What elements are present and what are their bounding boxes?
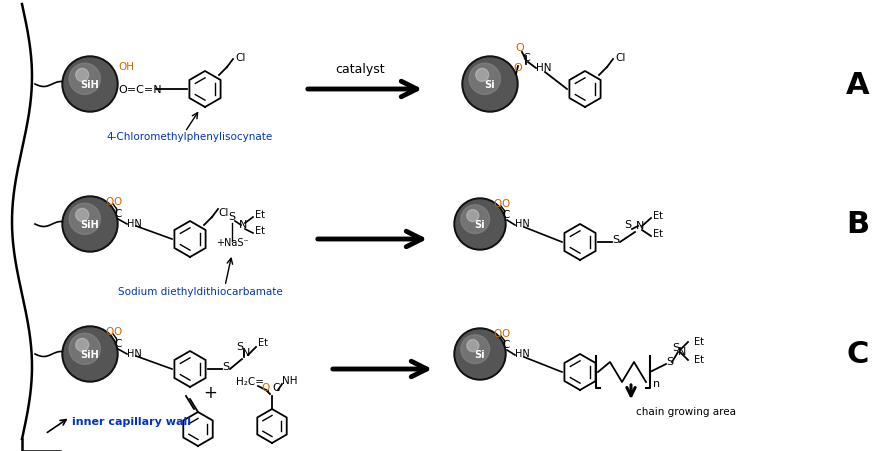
Ellipse shape xyxy=(462,57,518,113)
Text: +NaS⁻: +NaS⁻ xyxy=(216,238,248,248)
Text: NH: NH xyxy=(282,375,297,385)
Text: N: N xyxy=(238,220,247,230)
Ellipse shape xyxy=(454,328,506,380)
Text: A: A xyxy=(847,70,870,99)
Text: C: C xyxy=(272,382,280,392)
Text: Cl: Cl xyxy=(235,53,246,63)
Text: C: C xyxy=(502,210,510,220)
Ellipse shape xyxy=(461,205,489,234)
Text: O: O xyxy=(494,198,502,208)
Text: Et: Et xyxy=(653,211,663,221)
Text: O: O xyxy=(106,326,114,336)
Text: O: O xyxy=(114,326,122,336)
Text: Sodium diethyldithiocarbamate: Sodium diethyldithiocarbamate xyxy=(118,286,282,296)
Text: inner capillary wall: inner capillary wall xyxy=(72,416,191,426)
Text: +: + xyxy=(203,383,217,401)
Ellipse shape xyxy=(76,339,88,352)
Text: O: O xyxy=(106,197,114,207)
Text: O: O xyxy=(515,43,524,53)
Text: H₂C=: H₂C= xyxy=(236,376,264,386)
Text: Et: Et xyxy=(255,210,265,220)
Ellipse shape xyxy=(64,59,116,111)
Text: Et: Et xyxy=(653,229,663,239)
Ellipse shape xyxy=(456,201,504,249)
Text: SiH: SiH xyxy=(80,220,99,230)
Ellipse shape xyxy=(62,57,118,113)
Text: HN: HN xyxy=(127,348,142,358)
Ellipse shape xyxy=(62,197,118,253)
Text: C: C xyxy=(502,339,510,349)
Text: S: S xyxy=(229,212,236,221)
Text: O: O xyxy=(502,328,510,338)
Text: S: S xyxy=(672,342,680,352)
Text: N: N xyxy=(636,221,644,230)
Text: n: n xyxy=(653,378,660,388)
Text: S: S xyxy=(613,235,620,244)
Text: B: B xyxy=(847,210,870,239)
Ellipse shape xyxy=(62,326,118,382)
Ellipse shape xyxy=(456,330,504,378)
Text: N: N xyxy=(678,346,686,356)
Ellipse shape xyxy=(467,210,479,222)
Text: S: S xyxy=(237,341,244,351)
Ellipse shape xyxy=(76,209,88,222)
Text: O: O xyxy=(502,198,510,208)
Text: C: C xyxy=(847,340,869,368)
Text: Et: Et xyxy=(255,226,265,235)
Text: C: C xyxy=(522,53,530,63)
Ellipse shape xyxy=(461,335,489,364)
Ellipse shape xyxy=(467,340,479,352)
Text: S: S xyxy=(222,361,230,371)
Text: Et: Et xyxy=(258,337,268,347)
Text: Si: Si xyxy=(475,349,485,359)
Text: N: N xyxy=(242,347,250,357)
Ellipse shape xyxy=(64,328,116,380)
Text: S: S xyxy=(624,220,631,230)
Ellipse shape xyxy=(464,59,516,111)
Text: SiH: SiH xyxy=(80,80,99,90)
Text: OH: OH xyxy=(118,62,134,72)
Text: SiH: SiH xyxy=(80,349,99,359)
Ellipse shape xyxy=(76,69,88,82)
Ellipse shape xyxy=(454,198,506,250)
Text: O: O xyxy=(513,63,522,73)
Text: chain growing area: chain growing area xyxy=(636,406,736,416)
Text: O: O xyxy=(494,328,502,338)
Text: catalyst: catalyst xyxy=(335,63,385,76)
Text: C: C xyxy=(114,338,121,348)
Text: O: O xyxy=(114,197,122,207)
Text: Si: Si xyxy=(475,220,485,230)
Ellipse shape xyxy=(476,69,488,82)
Ellipse shape xyxy=(469,64,500,95)
Text: C: C xyxy=(114,208,121,219)
Text: O=C=N: O=C=N xyxy=(118,85,162,95)
Text: O: O xyxy=(262,382,270,392)
Text: Et: Et xyxy=(694,336,704,346)
Text: Cl: Cl xyxy=(615,53,625,63)
Ellipse shape xyxy=(69,333,100,364)
Text: Cl: Cl xyxy=(218,207,229,217)
Text: HN: HN xyxy=(536,63,552,73)
Text: 4-Chloromethylphenylisocynate: 4-Chloromethylphenylisocynate xyxy=(107,132,273,142)
Text: HN: HN xyxy=(515,219,530,229)
Ellipse shape xyxy=(69,204,100,235)
Ellipse shape xyxy=(69,64,100,95)
Text: Si: Si xyxy=(485,80,496,90)
Ellipse shape xyxy=(64,198,116,250)
Text: S: S xyxy=(666,356,673,366)
Text: Et: Et xyxy=(694,354,704,364)
Text: HN: HN xyxy=(127,219,142,229)
Text: HN: HN xyxy=(515,348,530,358)
